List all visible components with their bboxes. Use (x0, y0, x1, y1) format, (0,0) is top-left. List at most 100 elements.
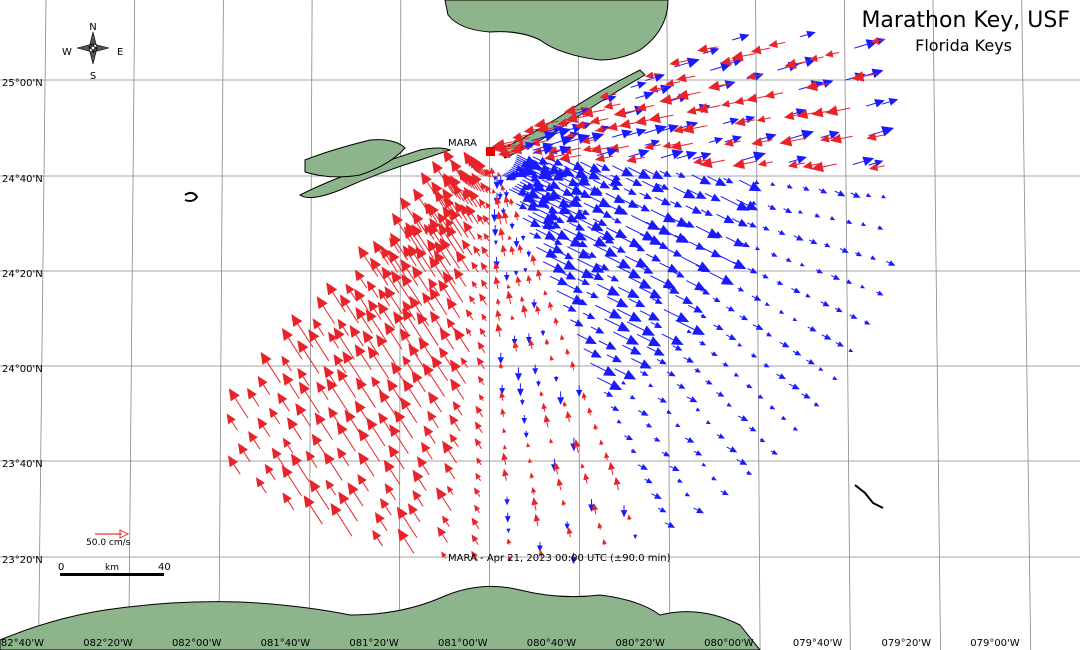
vector-head (397, 528, 409, 542)
vector-shaft (418, 275, 429, 292)
vector-shaft (442, 534, 448, 543)
vector-head (620, 510, 628, 518)
vector-head (757, 394, 764, 399)
vector-shaft (681, 256, 700, 267)
vector-shaft (406, 206, 422, 230)
vector-head (734, 117, 746, 127)
vector-shaft (481, 381, 485, 386)
vector-head (228, 388, 240, 402)
vector-head (599, 439, 604, 445)
vector-head (502, 427, 507, 433)
vector-shaft (680, 142, 693, 147)
vector-head (599, 180, 611, 189)
vector-head (476, 357, 485, 366)
vector-head (521, 304, 528, 313)
vector-head (493, 261, 500, 270)
vector-head (648, 336, 662, 347)
vector-shaft (482, 299, 488, 306)
vector-head (281, 465, 293, 479)
vector-shaft (397, 371, 408, 387)
vector-shaft (449, 159, 465, 183)
vector-shaft (716, 213, 726, 220)
vector-shaft (360, 410, 370, 423)
land-keys-west (304, 139, 406, 178)
vector-shaft (442, 220, 450, 231)
vector-head (453, 327, 465, 341)
vector-shaft (536, 246, 548, 254)
vector-shaft (438, 170, 454, 195)
site-marker (486, 147, 495, 156)
vector-head (770, 181, 776, 186)
vector-shaft (635, 156, 646, 160)
vector-shaft (616, 208, 622, 212)
vector-head (673, 200, 683, 208)
vector-head (597, 218, 608, 226)
vector-shaft (563, 228, 577, 236)
vector-head (676, 311, 690, 323)
vector-head (714, 296, 721, 303)
vector-head (604, 236, 615, 244)
vector-shaft (796, 162, 805, 166)
vector-shaft (252, 396, 260, 407)
vector-head (471, 534, 479, 543)
vector-head (739, 458, 748, 465)
vector-head (537, 197, 550, 208)
vector-head (532, 181, 547, 192)
vector-shaft (360, 298, 369, 311)
vector-head (825, 105, 839, 116)
vector-shaft (297, 323, 314, 348)
vector-head (309, 479, 321, 493)
vector-shaft (488, 173, 492, 178)
vector-head (391, 212, 403, 226)
vector-head (870, 255, 877, 260)
vector-shaft (693, 450, 697, 454)
vector-shaft (616, 265, 631, 274)
vector-shaft (605, 192, 617, 199)
vector-shaft (474, 556, 479, 562)
lon-label: 079°00'W (970, 638, 1020, 649)
vector-shaft (632, 244, 639, 249)
vector-shaft (583, 122, 594, 126)
vector-head (513, 135, 524, 144)
vector-shaft (243, 451, 251, 462)
vector-head (412, 211, 424, 225)
vector-head (396, 506, 408, 520)
vector-shaft (587, 195, 601, 203)
vector-head (832, 274, 841, 280)
vector-shaft (641, 180, 655, 188)
vector-shaft (466, 247, 473, 256)
vector-head (715, 177, 727, 187)
vector-shaft (739, 179, 752, 187)
vector-shaft (577, 258, 594, 268)
vector-head (671, 149, 684, 160)
vector-head (784, 58, 797, 69)
vector-head (581, 268, 595, 279)
vector-shaft (577, 278, 584, 283)
lat-label: 24°40'N (2, 174, 43, 185)
vector-shaft (627, 167, 641, 175)
vector-head (499, 388, 506, 395)
vector-head (829, 133, 842, 144)
vector-head (257, 417, 268, 430)
vector-shaft (807, 326, 812, 330)
vector-head (431, 181, 443, 195)
vector-head (556, 229, 570, 240)
vector-head (601, 163, 611, 171)
vector-shaft (542, 261, 556, 269)
vector-head (759, 437, 766, 443)
vector-head (442, 515, 450, 524)
vector-shaft (475, 523, 480, 530)
vector-head (297, 367, 308, 380)
vector-shaft (594, 509, 597, 515)
vector-shaft (460, 210, 468, 221)
vector-head (548, 189, 562, 200)
vector-shaft (302, 376, 310, 387)
vector-shaft (481, 398, 484, 402)
vector-head (676, 89, 689, 100)
vector-head (746, 383, 753, 389)
vector-shaft (440, 199, 448, 210)
vector-head (305, 450, 316, 462)
vector-shaft (718, 82, 732, 87)
vector-head (402, 378, 414, 392)
vector-head (446, 485, 454, 493)
